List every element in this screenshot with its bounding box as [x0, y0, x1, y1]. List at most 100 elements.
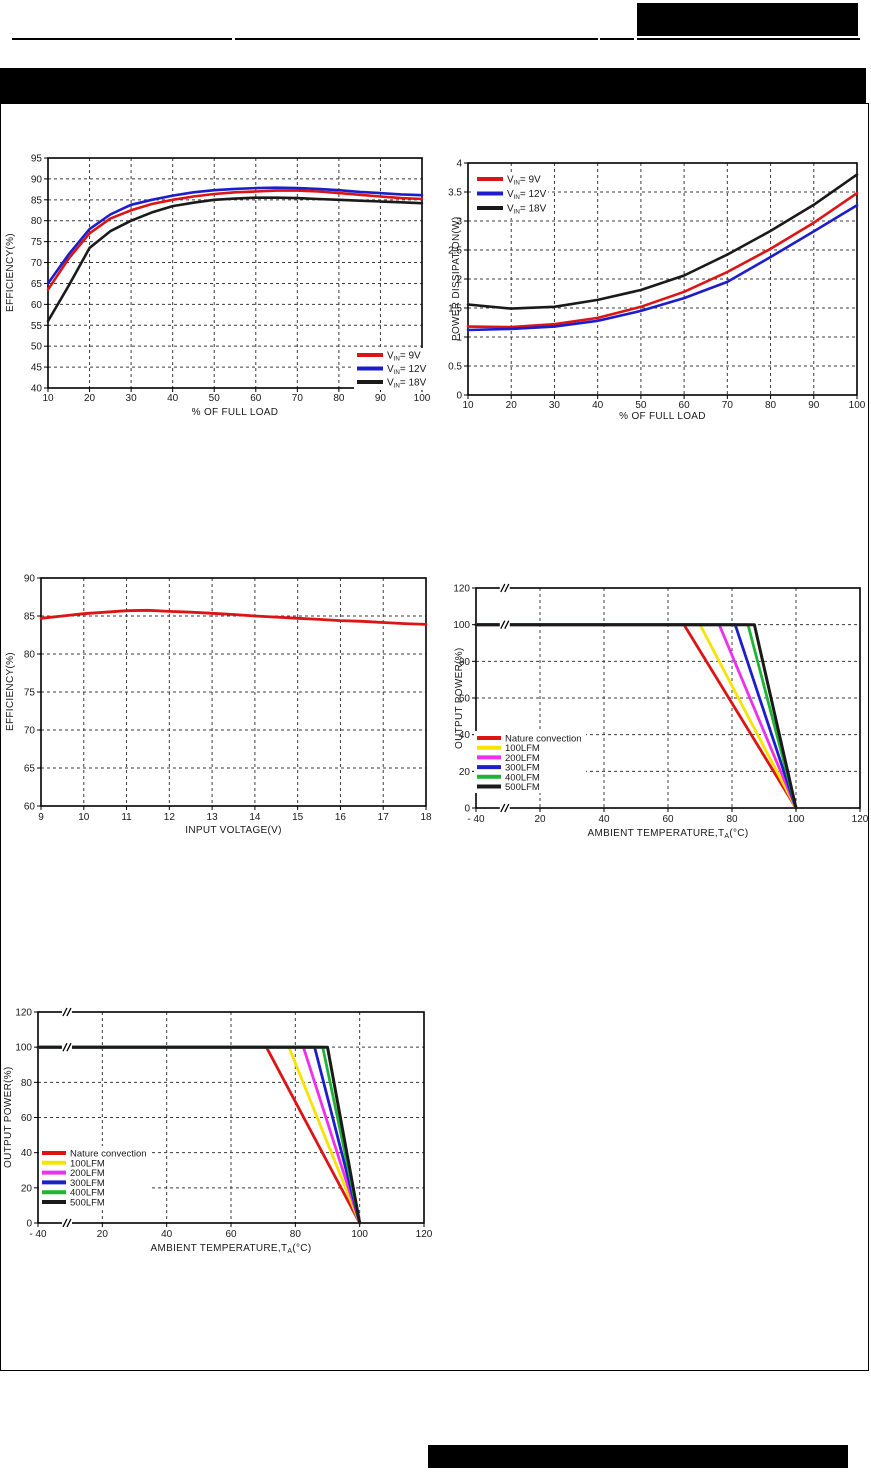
y-tick-label: 20	[21, 1183, 33, 1194]
x-tick-label: 60	[250, 393, 262, 404]
header-rule-left	[12, 38, 232, 40]
legend-bg	[39, 1146, 151, 1208]
axis-break-gap	[61, 1218, 72, 1228]
series-vin=12v	[466, 204, 859, 332]
axis-break-mark	[66, 1218, 72, 1228]
legend-label: 400LFM	[505, 772, 540, 783]
y-tick-label: 3.5	[448, 188, 462, 199]
x-tick-label: 120	[852, 814, 869, 825]
axis-break-mark	[500, 620, 506, 629]
series-vin=9v	[46, 189, 424, 292]
y-tick-label: 120	[15, 1008, 32, 1019]
plot-border	[467, 162, 858, 396]
x-tick-label: 40	[161, 1229, 173, 1240]
y-tick-label: 0	[464, 804, 470, 815]
header-rule-right	[637, 38, 860, 40]
axis-break-mark	[500, 803, 506, 813]
chart4-xlabel: AMBIENT TEMPERATURE,TA(°C)	[587, 828, 749, 840]
x-tick-label: 20	[84, 393, 96, 404]
chart-derating-curve-1: Nature convection100LFM200LFM300LFM400LF…	[453, 583, 869, 825]
x-tick-label: 15	[292, 812, 304, 823]
chart-derating-curve-2: Nature convection100LFM200LFM300LFM400LF…	[15, 1007, 433, 1240]
axis-break-mark	[66, 1007, 72, 1017]
legend-label: 100LFM	[70, 1158, 105, 1169]
legend-label: 200LFM	[505, 753, 540, 764]
chart2-xlabel: % OF FULL LOAD	[619, 411, 706, 422]
series-efficiency	[39, 608, 428, 626]
legend-label: 500LFM	[70, 1198, 105, 1209]
x-tick-label: 12	[164, 812, 176, 823]
legend-label: VIN= 12V	[387, 364, 427, 376]
x-tick-label: 18	[420, 812, 432, 823]
y-tick-label: 45	[31, 363, 43, 374]
axis-break-mark	[500, 583, 506, 593]
y-tick-label: 75	[31, 237, 43, 248]
y-tick-label: 1	[456, 333, 462, 344]
axis-break-gap	[499, 583, 510, 593]
x-tick-label: 14	[249, 812, 261, 823]
y-tick-label: 4	[456, 159, 462, 170]
header-rule-middle	[235, 38, 598, 40]
y-tick-label: 100	[15, 1043, 32, 1054]
legend-label: 400LFM	[70, 1188, 105, 1199]
y-tick-label: 80	[459, 657, 471, 668]
x-tick-label: 10	[78, 812, 90, 823]
x-tick-label: 80	[765, 400, 777, 411]
x-tick-label: 30	[126, 393, 138, 404]
legend-label: 300LFM	[70, 1178, 105, 1189]
plot-border	[37, 1011, 425, 1224]
axis-break-gap	[499, 803, 510, 813]
x-tick-label: 10	[42, 393, 54, 404]
y-tick-label: 75	[24, 688, 36, 699]
y-tick-label: 65	[24, 764, 36, 775]
series-vin=18v	[466, 173, 859, 310]
x-tick-label: 60	[679, 400, 691, 411]
x-tick-label: 40	[592, 400, 604, 411]
x-tick-label: 30	[549, 400, 561, 411]
y-tick-label: 85	[31, 195, 43, 206]
content-frame	[0, 103, 869, 1371]
y-tick-label: 60	[459, 694, 471, 705]
x-tick-label: 60	[662, 814, 674, 825]
chart1-xlabel: % OF FULL LOAD	[191, 407, 279, 418]
y-tick-label: 120	[453, 584, 470, 595]
plot-border	[475, 587, 861, 809]
chart2-ylabel: POWER DISSIPATION(W)	[451, 216, 462, 342]
y-tick-label: 0	[26, 1219, 32, 1230]
legend-label: VIN= 9V	[387, 351, 421, 363]
y-tick-label: 40	[31, 384, 43, 395]
x-tick-label: 50	[209, 393, 221, 404]
x-tick-label: 10	[462, 400, 474, 411]
y-tick-label: 80	[21, 1078, 33, 1089]
logo-box	[637, 3, 858, 36]
axis-break-mark	[62, 1042, 68, 1052]
y-tick-label: 0.5	[448, 362, 462, 373]
axis-break-mark	[504, 803, 510, 813]
y-tick-label: 60	[21, 1113, 33, 1124]
legend-label: Nature convection	[505, 734, 582, 745]
chart5-xlabel: AMBIENT TEMPERATURE,TA(°C)	[150, 1243, 312, 1255]
series-500lfm	[36, 1045, 362, 1225]
y-tick-label: 40	[21, 1148, 33, 1159]
x-tick-label: 17	[378, 812, 390, 823]
x-tick-label: 100	[849, 400, 866, 411]
legend-bg	[474, 731, 586, 793]
chart-efficiency-vs-input-voltage: 9 10 11 12 13 14 15 16 17 18 60 65 70 75 80 85 90	[24, 574, 432, 824]
plot-border	[40, 577, 427, 807]
y-tick-label: 95	[31, 154, 43, 165]
axis-break-gap	[499, 620, 510, 630]
x-tick-label: 100	[351, 1229, 368, 1240]
y-tick-label: 90	[24, 574, 36, 585]
legend-label: VIN= 18V	[507, 204, 547, 216]
plot-border	[47, 157, 423, 389]
x-tick-label: 20	[506, 400, 518, 411]
x-tick-label: 90	[808, 400, 820, 411]
x-tick-label: 60	[225, 1229, 237, 1240]
x-tick-label: 100	[414, 393, 431, 404]
x-tick-label: 70	[292, 393, 304, 404]
y-tick-label: 80	[24, 650, 36, 661]
legend-label: Nature convection	[70, 1149, 147, 1160]
legend-label: VIN= 12V	[507, 189, 547, 201]
y-tick-label: 55	[31, 321, 43, 332]
